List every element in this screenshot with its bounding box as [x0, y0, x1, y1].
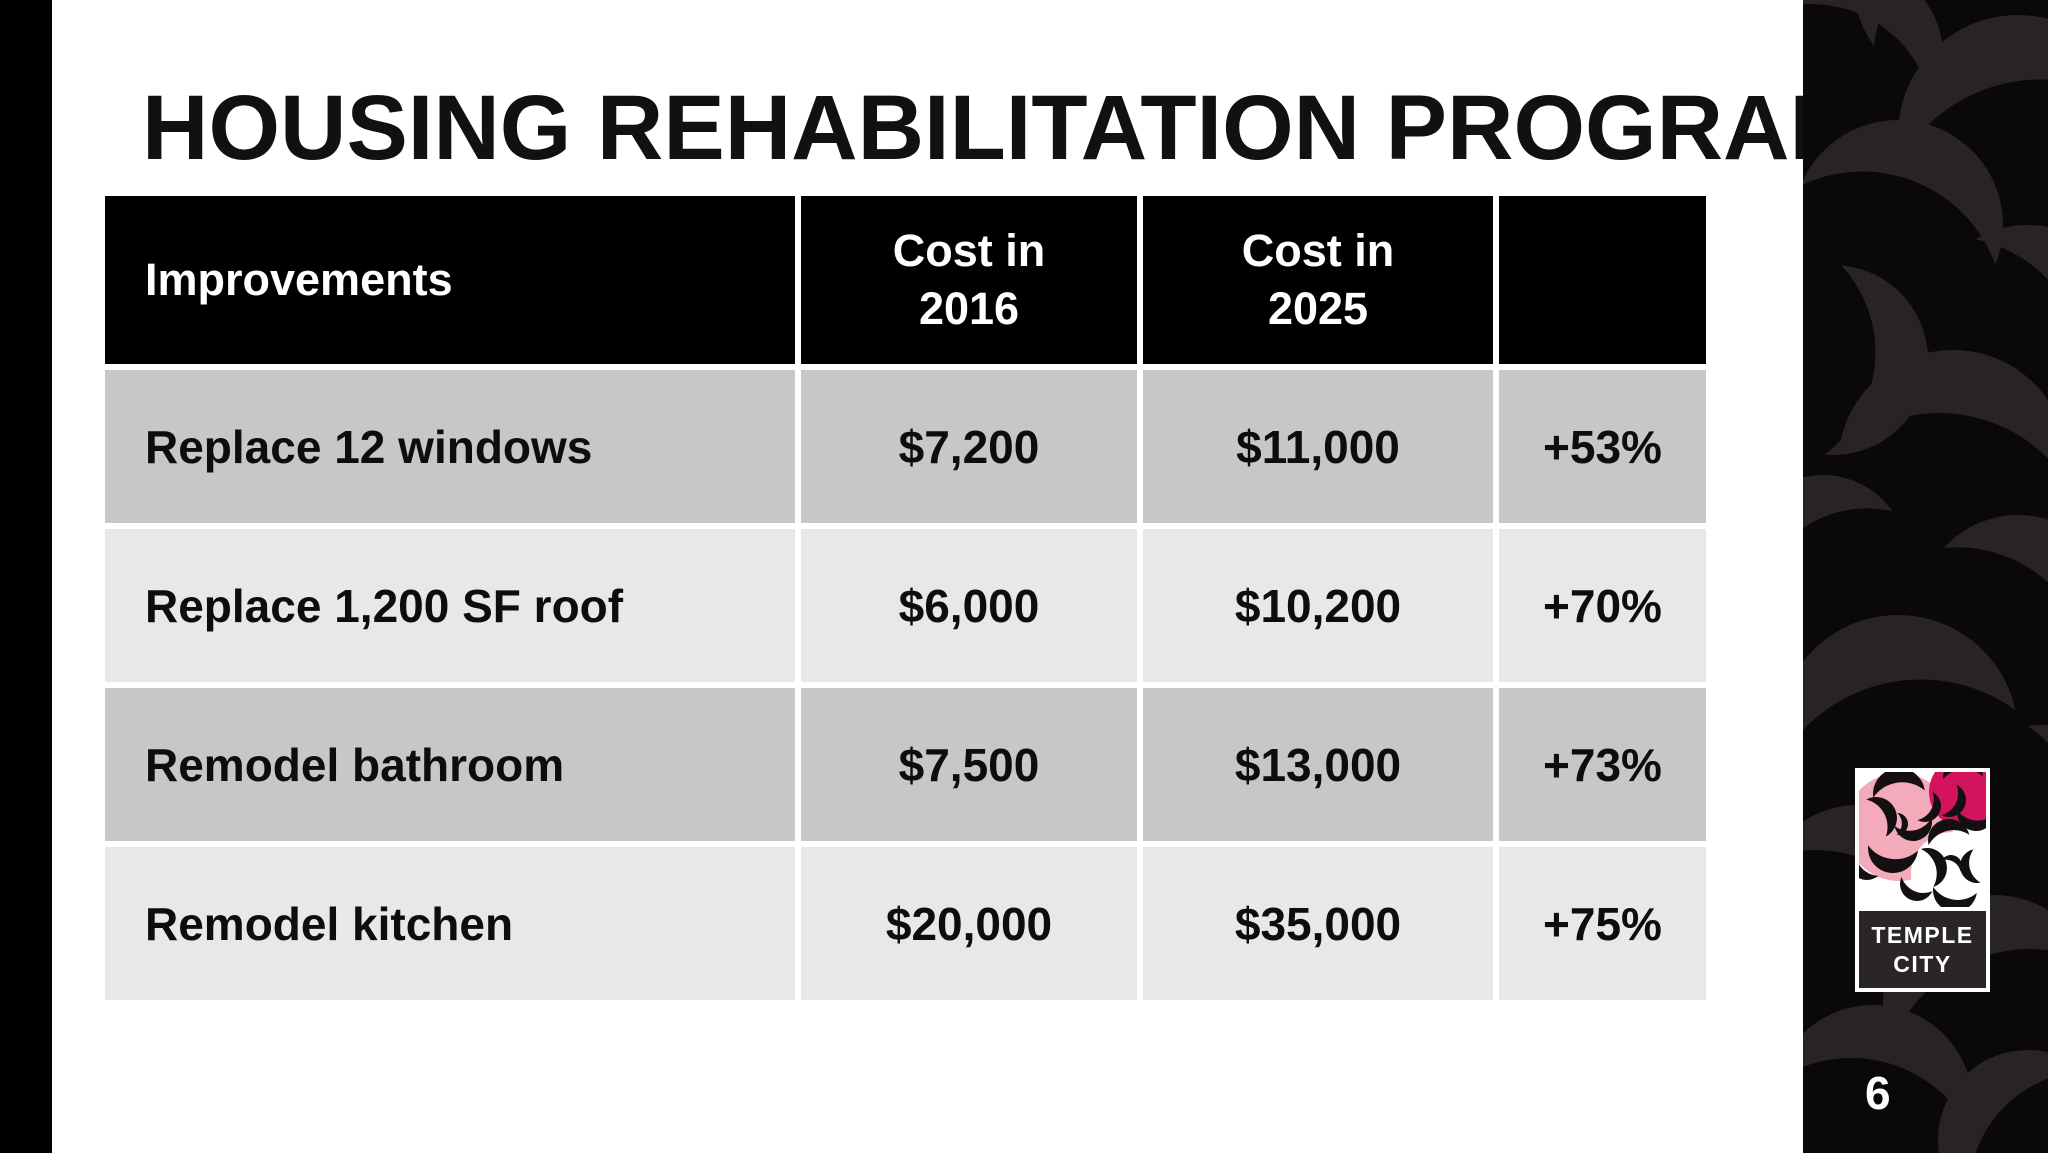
cost-2025-cell: $11,000	[1143, 370, 1493, 523]
column-header-improvements: Improvements	[105, 196, 795, 364]
cost-2016-cell: $20,000	[801, 847, 1137, 1000]
cost-2016-cell: $7,200	[801, 370, 1137, 523]
temple-city-logo: TEMPLE CITY	[1855, 768, 1990, 992]
cost-2016-cell: $6,000	[801, 529, 1137, 682]
page-number: 6	[1865, 1067, 1891, 1119]
slide-title: HOUSING REHABILITATION PROGRAM	[142, 76, 1867, 179]
pct-change-cell: +75%	[1499, 847, 1706, 1000]
improvement-cell: Replace 1,200 SF roof	[105, 529, 795, 682]
logo-text-line1: TEMPLE	[1871, 921, 1974, 948]
cost-2025-cell: $10,200	[1143, 529, 1493, 682]
column-header-cost-2016: Cost in 2016	[801, 196, 1137, 364]
improvement-cell: Replace 12 windows	[105, 370, 795, 523]
column-header-cost-2025: Cost in 2025	[1143, 196, 1493, 364]
decorative-sidebar: TEMPLE CITY 6	[1803, 0, 2048, 1153]
rose-illustration-icon	[1859, 772, 1986, 907]
pct-change-cell: +73%	[1499, 688, 1706, 841]
cost-2016-cell: $7,500	[801, 688, 1137, 841]
cost-comparison-table: Improvements Cost in 2016 Cost in 2025 R…	[105, 196, 1706, 1000]
column-header-pct-change	[1499, 196, 1706, 364]
improvement-cell: Remodel kitchen	[105, 847, 795, 1000]
left-edge-bar	[0, 0, 52, 1153]
improvement-cell: Remodel bathroom	[105, 688, 795, 841]
cost-2025-cell: $35,000	[1143, 847, 1493, 1000]
pct-change-cell: +53%	[1499, 370, 1706, 523]
cost-2025-cell: $13,000	[1143, 688, 1493, 841]
logo-text-band: TEMPLE CITY	[1859, 911, 1986, 988]
pct-change-cell: +70%	[1499, 529, 1706, 682]
logo-text-line2: CITY	[1893, 950, 1952, 977]
